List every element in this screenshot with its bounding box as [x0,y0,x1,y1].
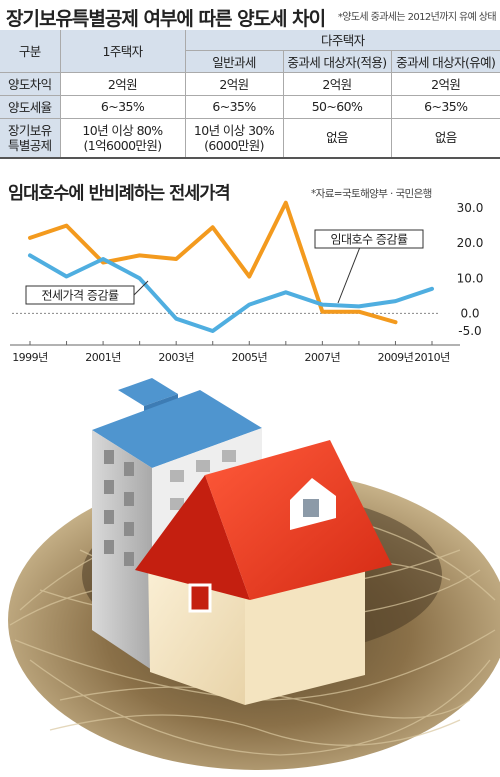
series-line-1 [28,253,434,333]
legend-box [25,285,135,305]
table-cell: 2억원 [390,72,500,96]
x-tick-label: 2009년 [378,351,414,364]
house-nest-illustration [8,378,500,770]
header-corner: 구분 [0,30,60,73]
subheader-heavy-deferred: 중과세 대상자(유예) [390,50,500,73]
y-tick-label: 10.0 [457,271,484,285]
table-cell: 10년 이상 80% (1억6000만원) [59,118,185,159]
legend-leader [133,280,149,296]
cell-line: 10년 이상 80% [82,122,163,138]
subheader-general: 일반과세 [184,50,283,73]
subheader-heavy-applied: 중과세 대상자(적용) [282,50,391,73]
row-label-line: 특별공제 [7,137,52,153]
table-cell: 2억원 [184,72,283,96]
y-tick-label: 0.0 [460,306,479,320]
legend-leader [337,246,361,304]
table-cell: 50~60% [282,95,391,119]
x-tick-label: 2005년 [231,351,267,364]
x-tick-label: 2001년 [85,351,121,364]
row-label: 양도세율 [0,95,60,119]
table-cell: 6~35% [184,95,283,119]
chart-title: 임대호수에 반비례하는 전세가격 [8,184,231,204]
cell-line: (1억6000만원) [83,137,162,153]
table-cell: 2억원 [282,72,391,96]
table-row: 양도차익 2억원 2억원 2억원 2억원 [0,72,500,96]
table-cell: 없음 [282,118,391,159]
legend-box [314,229,424,249]
legend-label: 임대호수 증감률 [330,233,408,247]
cell-line: (6000만원) [204,137,264,153]
header-multi-owner: 다주택자 [184,30,500,51]
y-tick-label: 30.0 [457,201,484,215]
line-chart: 30.0 20.0 10.0 0.0 -5.0 1999년 2001년 2003년 2005년 2… [10,200,484,364]
house-window [188,583,212,613]
x-tick-label: 2003년 [158,351,194,364]
x-tick-label: 2007년 [305,351,341,364]
legend-label: 전세가격 증감률 [41,289,119,303]
row-label: 양도차익 [0,72,60,96]
tax-table: 구분 1주택자 다주택자 일반과세 중과세 대상자(적용) 중과세 대상자(유예… [0,30,500,159]
row-label-line: 장기보유 [7,122,52,138]
y-tick-label: 20.0 [457,236,484,250]
house [135,440,392,705]
table-row: 양도세율 6~35% 6~35% 50~60% 6~35% [0,95,500,119]
header-single-owner: 1주택자 [59,30,185,73]
table-note: *양도세 중과세는 2012년까지 유예 상태 [337,12,497,23]
chart-source: *자료=국토해양부 · 국민은행 [311,188,432,200]
table-cell: 없음 [390,118,500,159]
series-line-0 [28,200,398,325]
table-cell: 6~35% [390,95,500,119]
table-subheader-row: 일반과세 중과세 대상자(적용) 중과세 대상자(유예) [0,50,500,73]
cell-line: 10년 이상 30% [193,122,275,138]
table-row: 장기보유 특별공제 10년 이상 80% (1억6000만원) 10년 이상 30%… [0,118,500,159]
table-cell: 2억원 [59,72,185,96]
row-label: 장기보유 특별공제 [0,118,60,159]
x-tick-label: 2010년 [414,351,450,364]
x-tick-label: 1999년 [12,351,48,364]
table-cell: 6~35% [59,95,185,119]
table-title: 장기보유특별공제 여부에 따른 양도세 차이 [6,8,326,30]
y-tick-label: -5.0 [458,324,481,338]
table-cell: 10년 이상 30% (6000만원) [184,118,283,159]
table-header-row: 구분 1주택자 다주택자 [0,30,500,73]
